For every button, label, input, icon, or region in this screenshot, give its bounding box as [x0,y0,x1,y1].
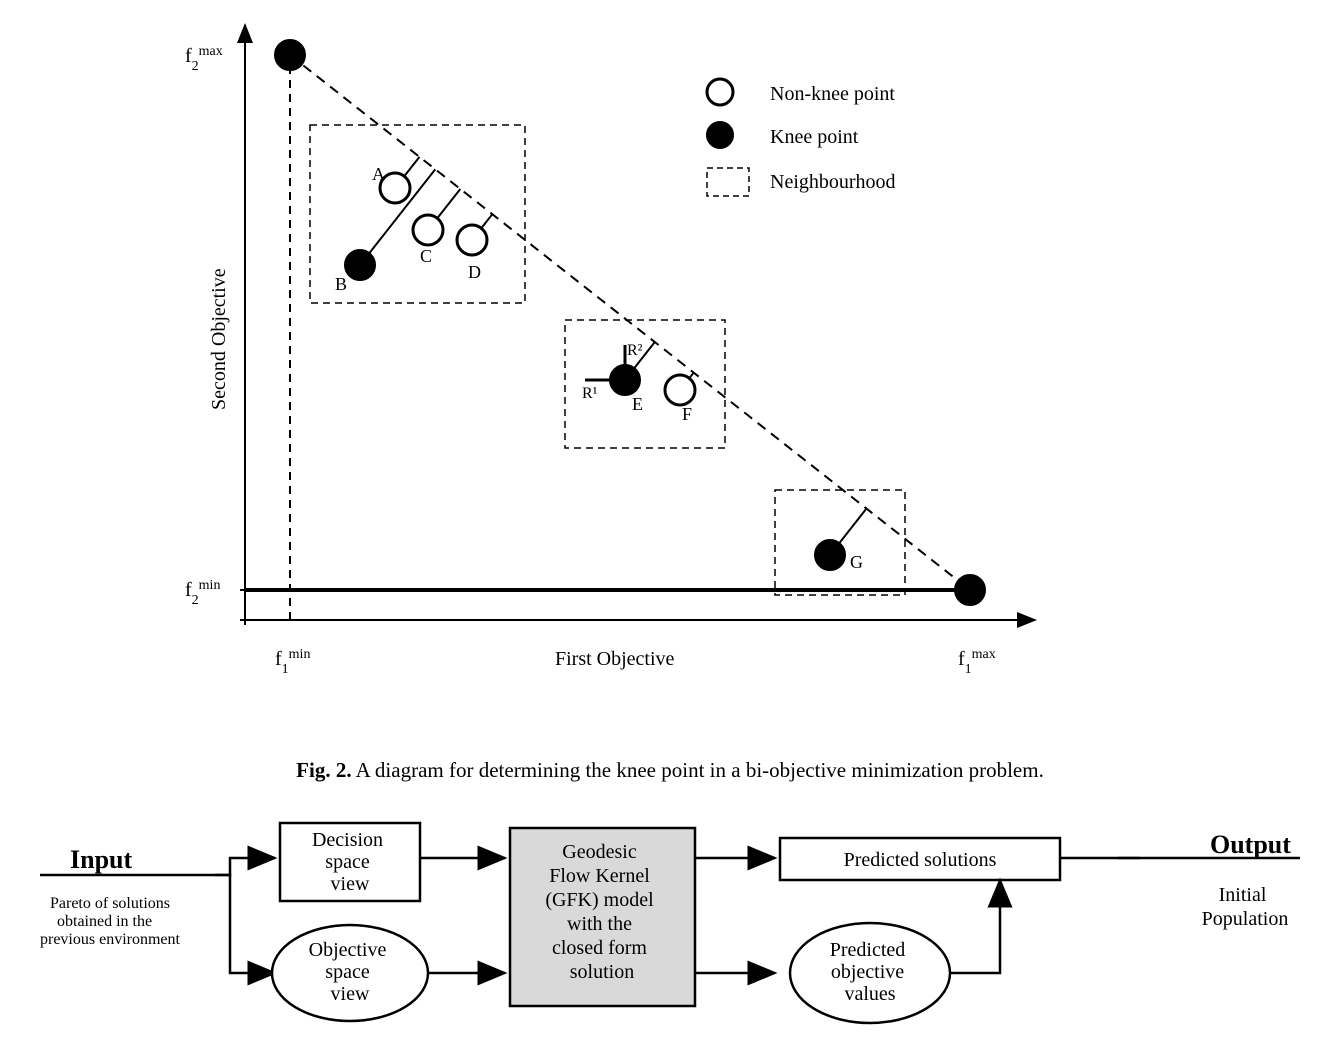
svg-text:D: D [468,262,481,282]
svg-text:Knee point: Knee point [770,126,859,148]
svg-text:C: C [420,246,432,266]
r1-label: R¹ [582,385,598,402]
input-split-down [215,875,275,973]
r2-label: R² [627,342,643,359]
input-subtext: Pareto of solutions obtained in the prev… [40,895,181,948]
output-subtext: Initial Population [1202,884,1289,930]
pred-solutions-text: Predicted solutions [844,849,997,871]
output-heading: Output [1210,830,1291,859]
svg-text:f1max: f1max [958,647,996,677]
svg-text:f1min: f1min [275,647,310,677]
svg-text:Second Objective: Second Objective [208,268,230,410]
svg-text:G: G [850,552,863,572]
flowchart: Input Pareto of solutions obtained in th… [0,813,1340,1043]
svg-text:F: F [682,404,692,424]
fig2-caption: Fig. 2. Fig. 2. A diagram for determinin… [0,758,1340,783]
arrow-predobj-up [950,880,1000,973]
svg-text:A: A [372,164,385,184]
svg-text:E: E [632,394,643,414]
svg-text:Neighbourhood: Neighbourhood [770,171,896,193]
input-heading: Input [70,845,132,874]
svg-text:f2min: f2min [185,578,220,608]
svg-text:Non-knee point: Non-knee point [770,83,895,105]
pareto-line [290,55,970,590]
legend: Non-knee point Knee point Neighbourhood [707,79,896,196]
svg-text:First Objective: First Objective [555,648,675,670]
fig2-diagram: R² R¹ A B C D E F G First Objective Seco… [0,0,1340,740]
axis-labels: First Objective Second Objective f1min f… [185,44,996,677]
axes [240,25,1035,625]
svg-text:B: B [335,274,347,294]
input-split-up [215,858,275,875]
svg-text:f2max: f2max [185,44,223,74]
